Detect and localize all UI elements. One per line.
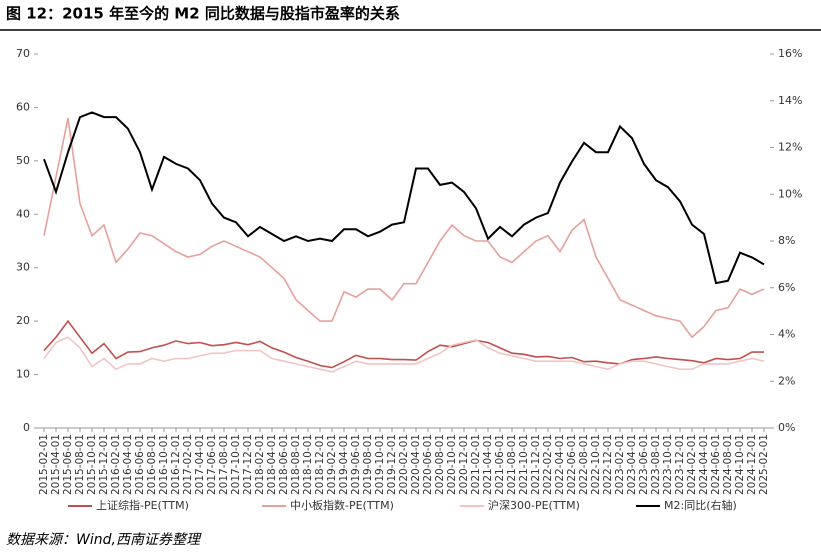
x-tick-label: 2023-04-01 — [626, 434, 638, 495]
x-tick-label: 2020-04-01 — [410, 434, 422, 495]
x-tick-label: 2023-02-01 — [614, 434, 626, 495]
x-tick-label: 2016-08-01 — [146, 434, 158, 495]
x-tick-label: 2015-02-01 — [38, 434, 50, 495]
x-tick-label: 2017-02-01 — [182, 434, 194, 495]
legend-label: 中小板指数-PE(TTM) — [290, 498, 394, 512]
x-tick-label: 2022-12-01 — [602, 434, 614, 495]
legend-label: M2:同比(右轴) — [664, 498, 737, 512]
x-tick-label: 2024-10-01 — [734, 434, 746, 495]
x-tick-label: 2025-02-01 — [758, 434, 770, 495]
y-tick-label: 20 — [16, 314, 30, 327]
x-tick-label: 2019-04-01 — [338, 434, 350, 495]
x-tick-label: 2018-10-01 — [302, 434, 314, 495]
y2-tick-label: 12% — [778, 141, 802, 154]
x-tick-label: 2023-06-01 — [638, 434, 650, 495]
x-tick-label: 2024-02-01 — [686, 434, 698, 495]
x-tick-label: 2021-06-01 — [494, 434, 506, 495]
x-tick-label: 2017-06-01 — [206, 434, 218, 495]
y2-tick-label: 16% — [778, 47, 802, 60]
legend-label: 沪深300-PE(TTM) — [488, 498, 580, 512]
x-tick-label: 2019-06-01 — [350, 434, 362, 495]
x-tick-label: 2022-10-01 — [590, 434, 602, 495]
series-line — [43, 336, 765, 373]
x-tick-label: 2021-08-01 — [506, 434, 518, 495]
y2-tick-label: 14% — [778, 94, 802, 107]
x-tick-label: 2022-04-01 — [554, 434, 566, 495]
x-tick-label: 2017-10-01 — [230, 434, 242, 495]
y-tick-label: 10 — [16, 368, 30, 381]
x-tick-label: 2015-06-01 — [62, 434, 74, 495]
x-tick-label: 2023-12-01 — [674, 434, 686, 495]
x-tick-label: 2024-04-01 — [698, 434, 710, 495]
x-tick-label: 2024-08-01 — [722, 434, 734, 495]
x-tick-label: 2016-02-01 — [110, 434, 122, 495]
x-tick-label: 2019-10-01 — [374, 434, 386, 495]
x-tick-label: 2018-12-01 — [314, 434, 326, 495]
x-tick-label: 2022-08-01 — [578, 434, 590, 495]
x-tick-label: 2015-08-01 — [74, 434, 86, 495]
x-tick-label: 2021-10-01 — [518, 434, 530, 495]
x-tick-label: 2018-08-01 — [290, 434, 302, 495]
x-tick-label: 2016-10-01 — [158, 434, 170, 495]
series-line — [43, 111, 765, 285]
y-tick-label: 30 — [16, 261, 30, 274]
x-tick-label: 2023-08-01 — [650, 434, 662, 495]
x-tick-label: 2022-02-01 — [542, 434, 554, 495]
x-tick-label: 2020-10-01 — [446, 434, 458, 495]
x-tick-label: 2016-04-01 — [122, 434, 134, 495]
x-tick-label: 2017-12-01 — [242, 434, 254, 495]
chart-title: 图 12：2015 年至今的 M2 同比数据与股指市盈率的关系 — [6, 5, 400, 23]
x-tick-label: 2020-06-01 — [422, 434, 434, 495]
y-tick-label: 40 — [16, 207, 30, 220]
x-tick-label: 2017-08-01 — [218, 434, 230, 495]
x-tick-label: 2015-10-01 — [86, 434, 98, 495]
x-tick-label: 2018-04-01 — [266, 434, 278, 495]
x-tick-label: 2024-06-01 — [710, 434, 722, 495]
y2-tick-label: 6% — [778, 281, 795, 294]
x-tick-label: 2021-12-01 — [530, 434, 542, 495]
x-tick-label: 2019-12-01 — [386, 434, 398, 495]
y2-tick-label: 8% — [778, 234, 795, 247]
x-tick-label: 2018-06-01 — [278, 434, 290, 495]
legend-label: 上证综指-PE(TTM) — [96, 498, 189, 512]
y2-tick-label: 10% — [778, 187, 802, 200]
series-line — [43, 117, 765, 339]
x-tick-label: 2020-12-01 — [458, 434, 470, 495]
y-tick-label: 60 — [16, 100, 30, 113]
x-tick-label: 2024-12-01 — [746, 434, 758, 495]
x-tick-label: 2017-04-01 — [194, 434, 206, 495]
source-note: 数据来源：Wind,西南证券整理 — [6, 532, 202, 548]
y-tick-label: 70 — [16, 47, 30, 60]
x-tick-label: 2023-10-01 — [662, 434, 674, 495]
y2-tick-label: 4% — [778, 328, 795, 341]
x-tick-label: 2020-08-01 — [434, 434, 446, 495]
x-tick-label: 2019-02-01 — [326, 434, 338, 495]
x-tick-label: 2019-08-01 — [362, 434, 374, 495]
x-tick-label: 2018-02-01 — [254, 434, 266, 495]
x-tick-label: 2015-04-01 — [50, 434, 62, 495]
x-tick-label: 2022-06-01 — [566, 434, 578, 495]
y-tick-label: 0 — [23, 421, 30, 434]
x-tick-label: 2015-12-01 — [98, 434, 110, 495]
x-tick-label: 2016-06-01 — [134, 434, 146, 495]
x-tick-label: 2016-12-01 — [170, 434, 182, 495]
x-tick-label: 2020-02-01 — [398, 434, 410, 495]
x-tick-label: 2021-02-01 — [470, 434, 482, 495]
x-tick-label: 2021-04-01 — [482, 434, 494, 495]
y-tick-label: 50 — [16, 154, 30, 167]
y2-tick-label: 2% — [778, 374, 795, 387]
y2-tick-label: 0% — [778, 421, 795, 434]
series-line — [43, 319, 764, 369]
